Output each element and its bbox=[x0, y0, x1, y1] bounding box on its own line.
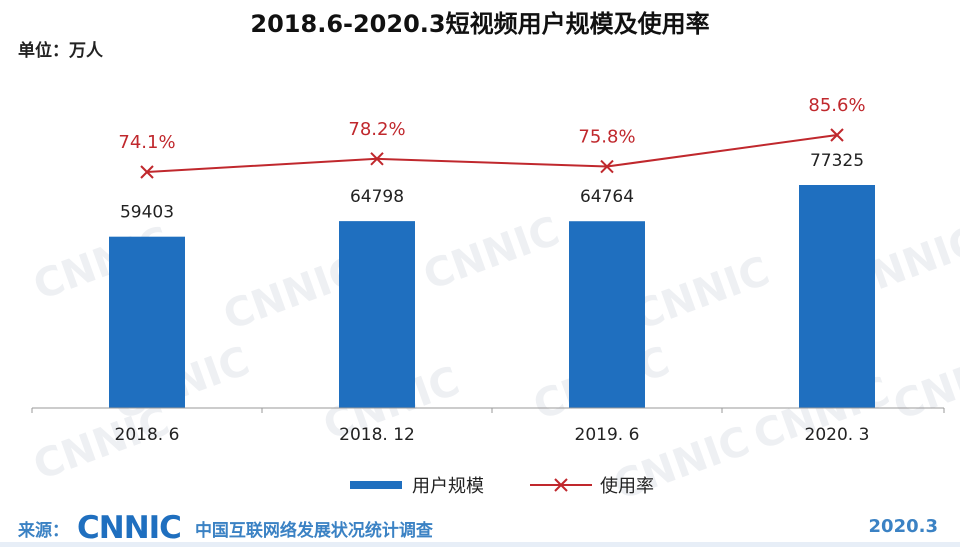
legend-bar-label: 用户规模 bbox=[412, 476, 484, 497]
legend-line-marker bbox=[554, 478, 568, 492]
unit-label: 单位：万人 bbox=[18, 41, 103, 61]
rate-markers bbox=[140, 128, 844, 179]
legend-bar-swatch bbox=[350, 481, 402, 489]
bar-value-label: 59403 bbox=[120, 203, 174, 223]
bar-value-label: 64798 bbox=[350, 187, 404, 207]
rate-marker-stroke bbox=[140, 165, 154, 179]
bar-series bbox=[109, 185, 875, 408]
legend-line-label: 使用率 bbox=[600, 476, 654, 497]
rate-marker-stroke bbox=[830, 128, 844, 142]
rate-value-label: 74.1% bbox=[118, 132, 175, 153]
rate-value-label: 75.8% bbox=[578, 127, 635, 148]
bar-value-label: 64764 bbox=[580, 187, 634, 207]
x-axis-tick-labels: 2018. 6 2018. 12 2019. 6 2020. 3 bbox=[115, 425, 870, 445]
rate-marker bbox=[830, 128, 844, 142]
rate-value-label: 78.2% bbox=[348, 119, 405, 140]
rate-marker bbox=[140, 165, 154, 179]
source-label: 来源： bbox=[18, 521, 69, 541]
bar-value-labels: 59403 64798 64764 77325 bbox=[120, 151, 864, 223]
rate-marker-stroke bbox=[600, 159, 614, 174]
x-axis-tick-label: 2020. 3 bbox=[805, 425, 870, 445]
bar bbox=[799, 185, 875, 408]
x-axis-tick-label: 2018. 12 bbox=[339, 425, 415, 445]
legend: 用户规模 使用率 bbox=[350, 476, 654, 497]
bar bbox=[339, 221, 415, 408]
source-line: 来源： CNNIC 中国互联网络发展状况统计调查 bbox=[18, 513, 433, 544]
rate-value-labels: 74.1% 78.2% 75.8% 85.6% bbox=[118, 95, 865, 153]
report-date: 2020.3 bbox=[868, 516, 938, 537]
bottom-rule bbox=[0, 542, 960, 547]
watermark-text: CNNIC bbox=[628, 248, 776, 339]
x-axis-tick-label: 2018. 6 bbox=[115, 425, 180, 445]
cnnic-logo: CNNIC bbox=[77, 510, 182, 546]
watermark-text: CNNIC bbox=[888, 338, 960, 429]
rate-marker bbox=[600, 159, 614, 174]
bar-value-label: 77325 bbox=[810, 151, 864, 171]
watermark-text: CNNIC bbox=[418, 208, 566, 299]
x-axis-ticks bbox=[31, 408, 945, 413]
bar bbox=[569, 221, 645, 408]
rate-value-label: 85.6% bbox=[808, 95, 865, 116]
rate-marker-stroke bbox=[370, 152, 384, 166]
x-axis-tick-label: 2019. 6 bbox=[575, 425, 640, 445]
rate-marker bbox=[370, 152, 384, 166]
source-org: 中国互联网络发展状况统计调查 bbox=[194, 521, 433, 541]
bar bbox=[109, 236, 185, 408]
chart-title: 2018.6-2020.3短视频用户规模及使用率 bbox=[250, 10, 710, 38]
rate-line bbox=[146, 134, 838, 173]
